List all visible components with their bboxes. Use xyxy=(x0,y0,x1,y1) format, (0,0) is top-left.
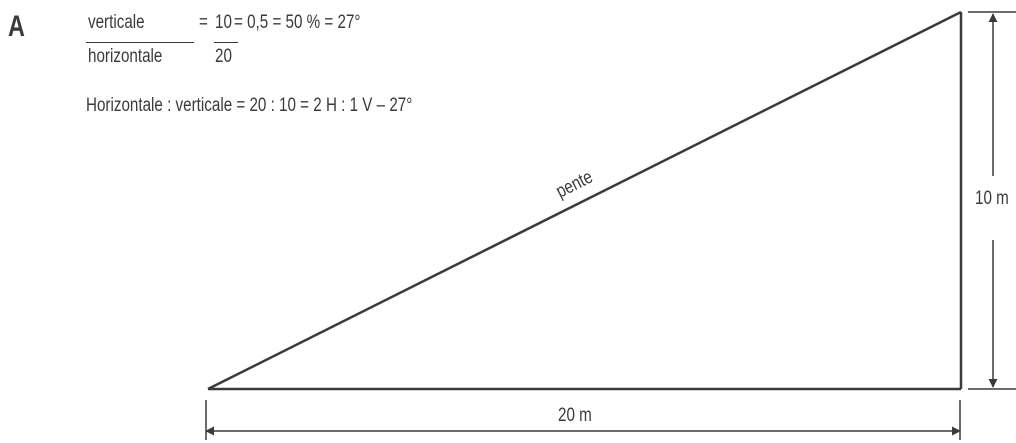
formula-result: = 0,5 = 50 % = 27° xyxy=(234,12,361,33)
vertical-dimension xyxy=(968,11,1016,390)
slope-label: pente xyxy=(552,165,596,202)
ratio-line: Horizontale : verticale = 20 : 10 = 2 H … xyxy=(86,95,413,116)
horizontal-dimension-label: 20 m xyxy=(558,403,592,425)
equals-sign: = xyxy=(199,12,208,33)
horizontal-dimension xyxy=(205,400,961,440)
fraction-bar-labels xyxy=(86,42,194,43)
triangle xyxy=(207,10,963,391)
slope-line xyxy=(207,10,962,391)
numerator-value: 10 xyxy=(215,12,232,33)
denominator-value: 20 xyxy=(215,46,232,67)
vertical-dimension-label: 10 m xyxy=(975,186,1009,208)
panel-letter: A xyxy=(8,10,25,43)
numerator-label: verticale xyxy=(88,12,145,33)
denominator-label: horizontale xyxy=(88,46,163,67)
fraction-bar-values xyxy=(214,42,238,43)
